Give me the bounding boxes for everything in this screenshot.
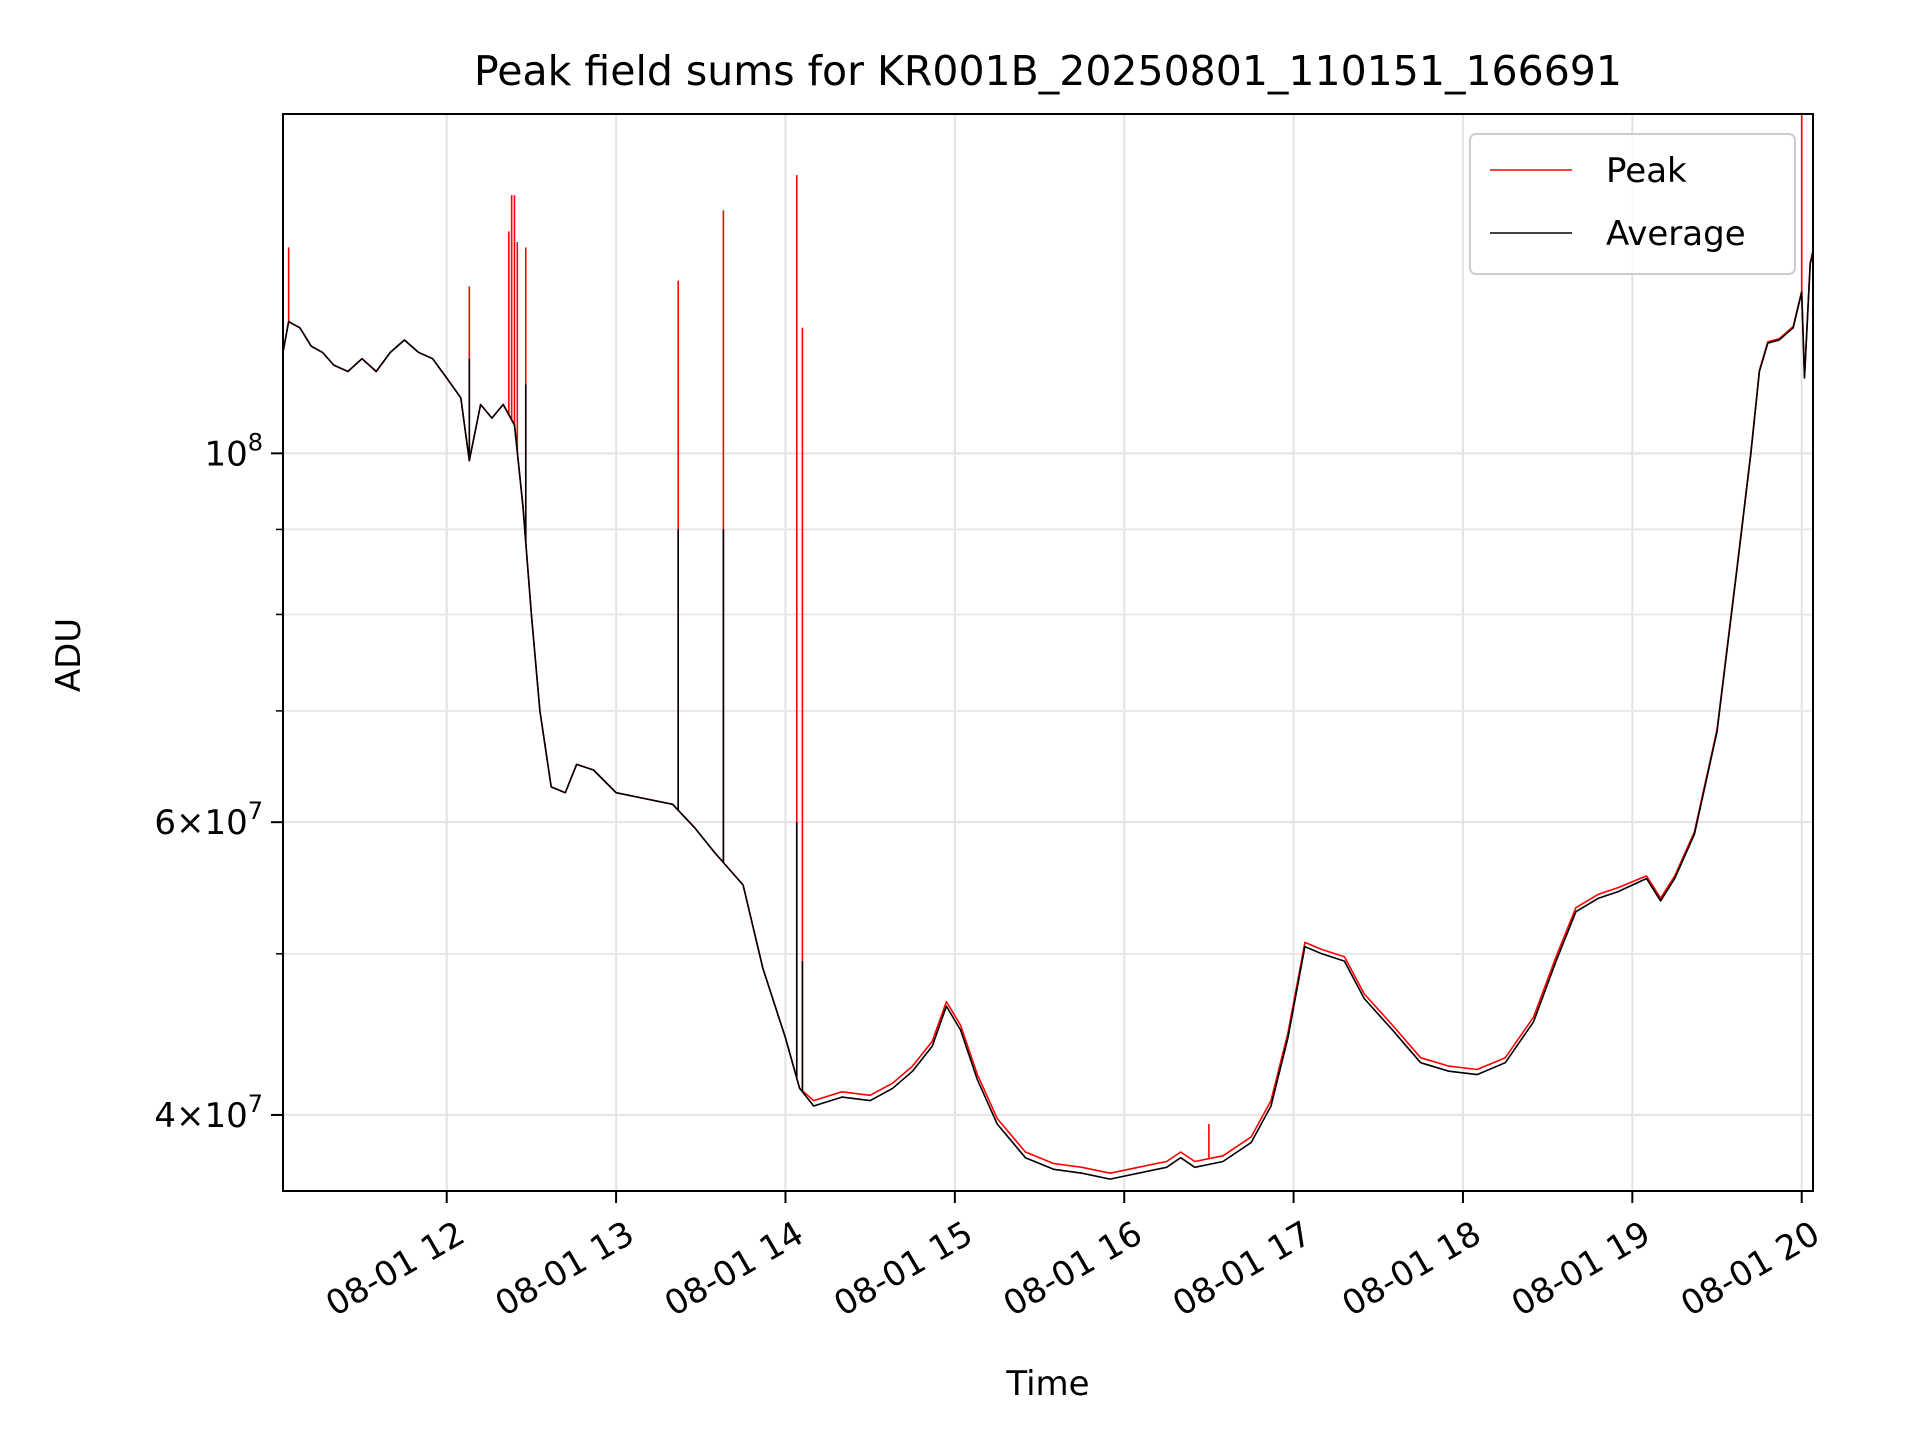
x-axis-label: Time [1005, 1364, 1089, 1404]
legend-box [1469, 133, 1796, 275]
y-axis-label: ADU [49, 618, 89, 692]
series-line-average [283, 252, 1813, 1180]
y-tick-label: 4×107 [154, 1090, 263, 1136]
plot-frame [282, 113, 1814, 1192]
chart-title: Peak field sums for KR001B_20250801_1101… [474, 47, 1622, 95]
legend-label-average: Average [1606, 214, 1746, 254]
y-tick-label: 108 [204, 428, 263, 474]
y-tick-label: 6×107 [154, 797, 263, 843]
series-lines [283, 114, 1813, 1180]
legend: Peak Average [1469, 133, 1796, 275]
legend-label-peak: Peak [1606, 151, 1687, 191]
y-axis-ticks: 4×107 6×107 108 [154, 428, 283, 1136]
